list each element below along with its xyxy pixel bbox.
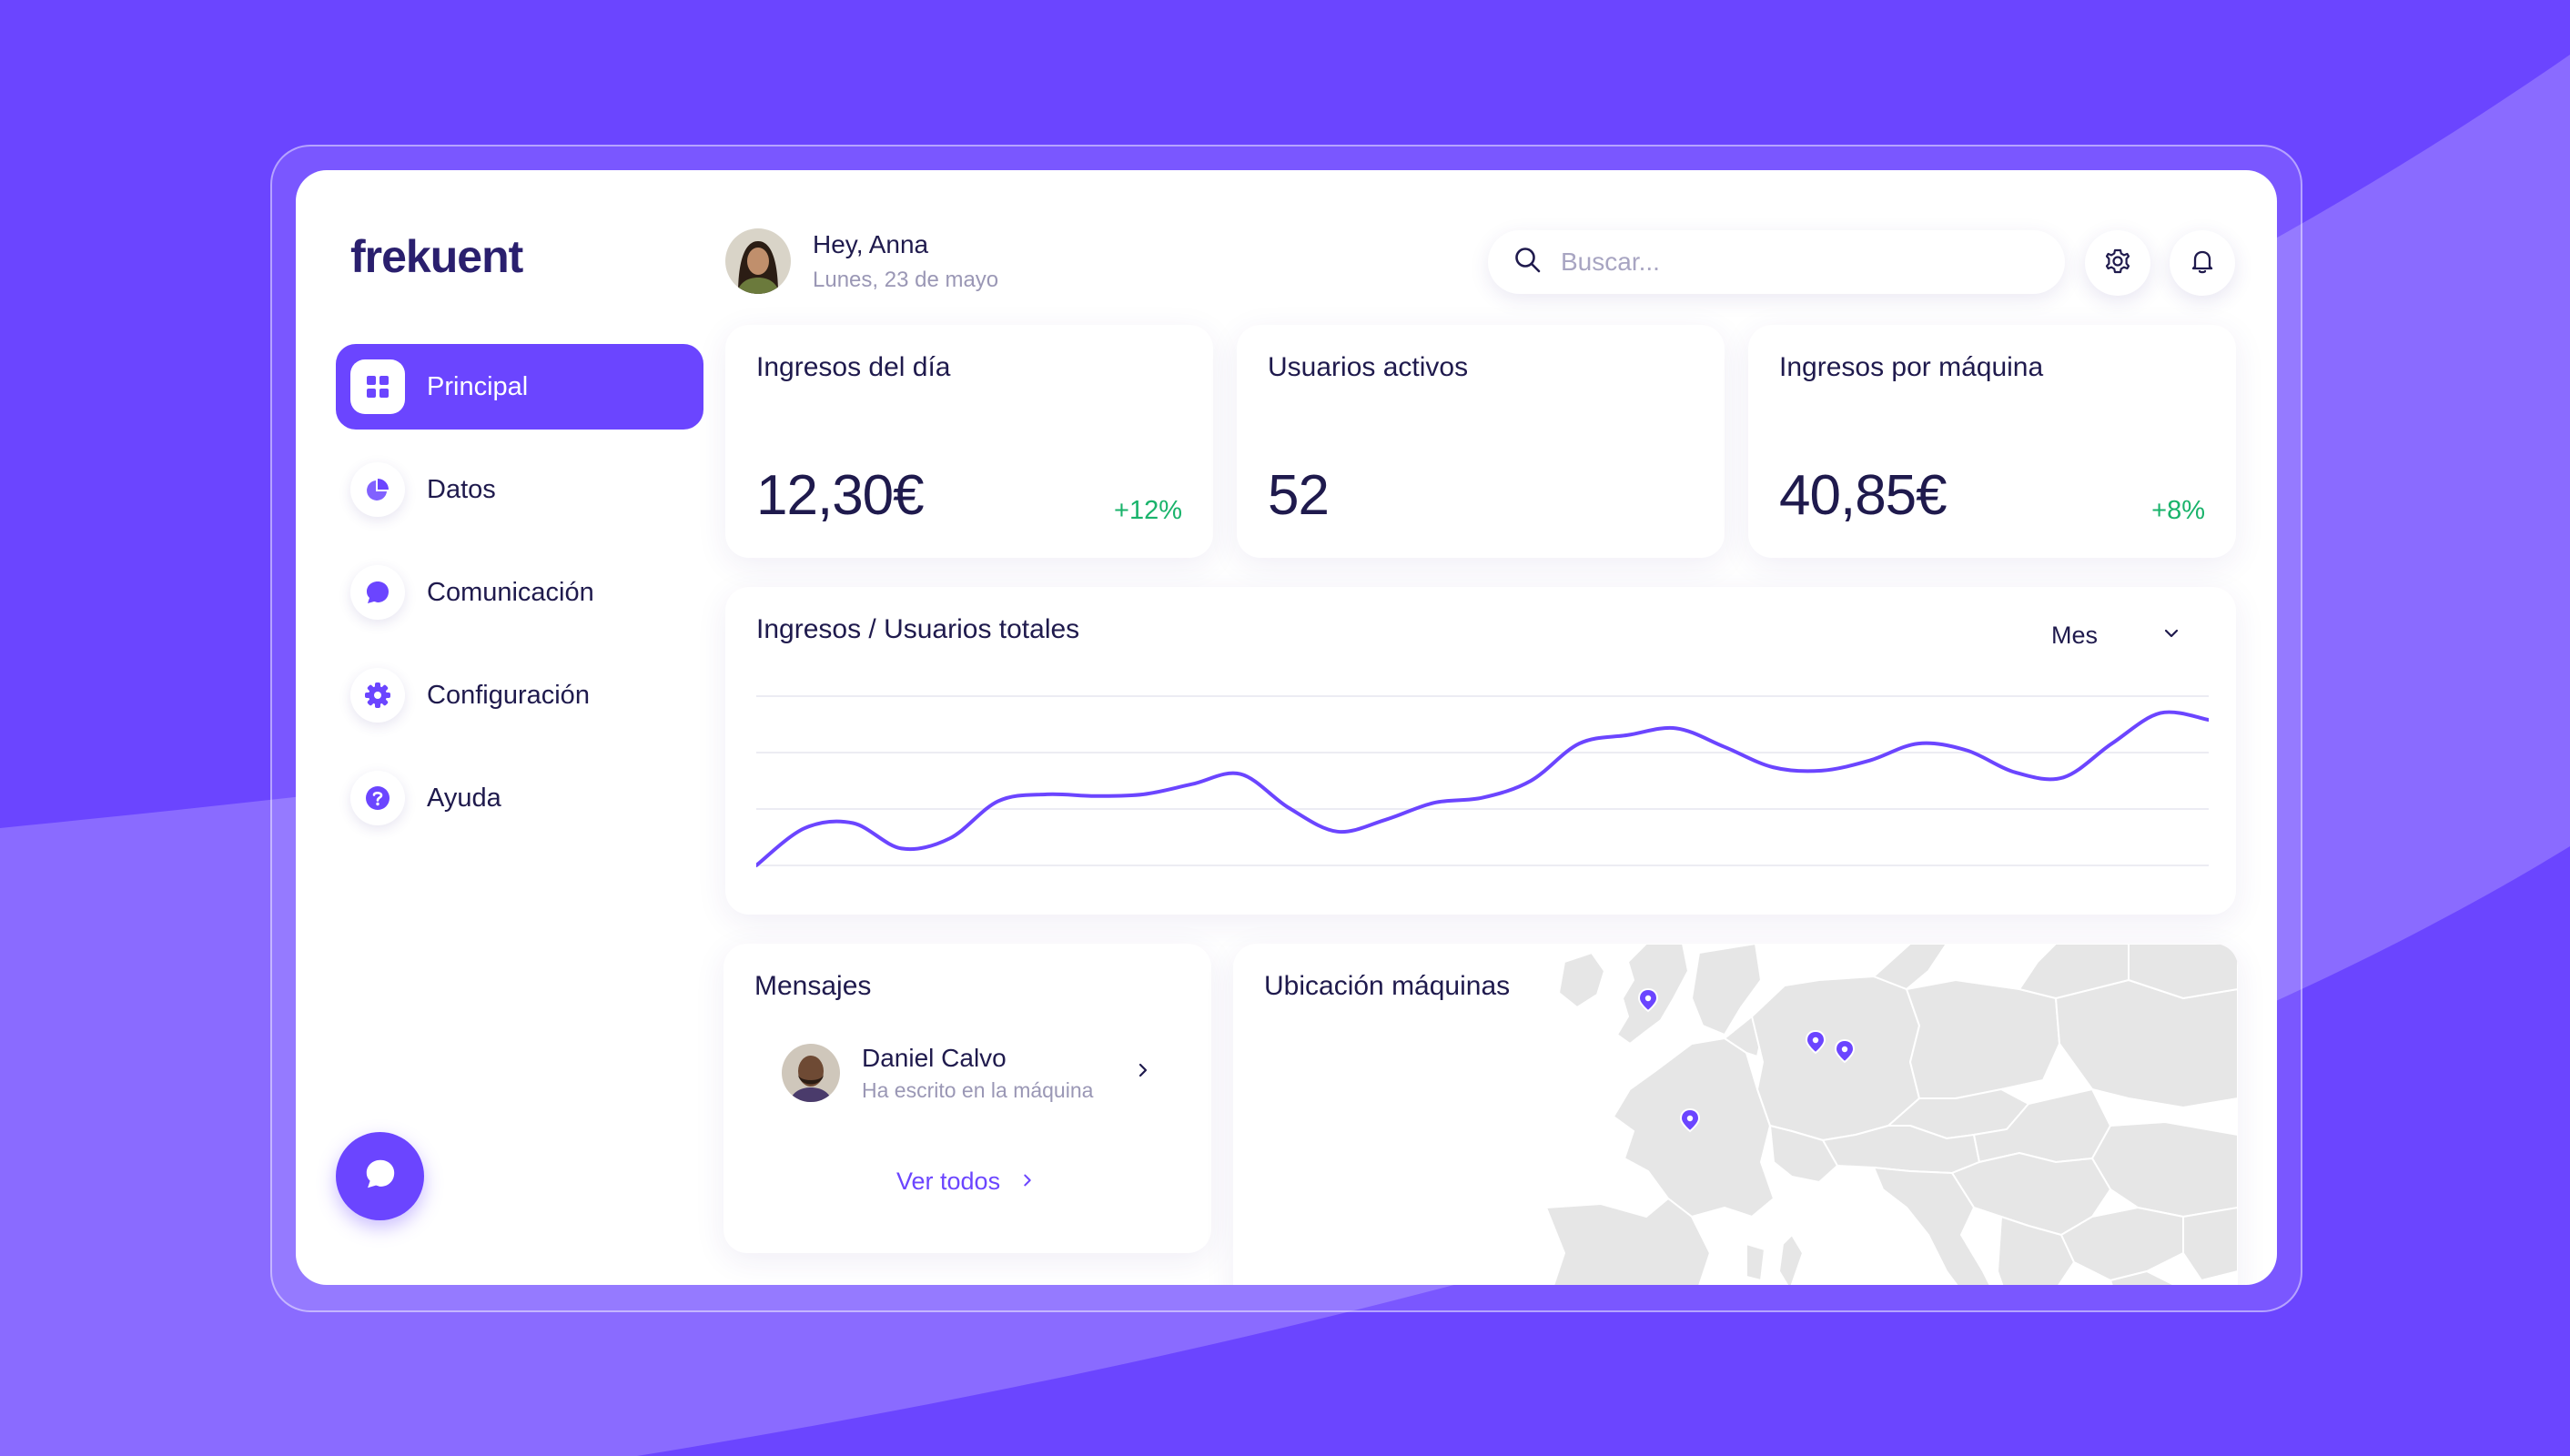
kpi-delta: +12% (1114, 496, 1182, 525)
greeting: Hey, Anna (813, 230, 929, 258)
map-pin-icon (1637, 987, 1659, 1013)
chat-bubble-icon (350, 565, 405, 620)
sidebar-item-configuracion[interactable]: Configuración (336, 652, 703, 738)
sidebar-item-label: Comunicación (427, 577, 594, 607)
gear-icon (350, 668, 405, 723)
sidebar-item-datos[interactable]: Datos (336, 447, 703, 532)
messages-title: Mensajes (754, 971, 872, 1001)
chat-bubble-icon (363, 1157, 398, 1196)
machines-map-card: Ubicación máquinas (1233, 944, 2238, 1285)
map-title: Ubicación máquinas (1264, 971, 1511, 1001)
sidebar-item-label: Ayuda (427, 783, 501, 813)
search-icon (1513, 246, 1543, 279)
avatar (782, 1044, 840, 1102)
kpi-card-active-users: Usuarios activos 52 (1237, 325, 1725, 558)
kpi-card-daily-revenue: Ingresos del día 12,30€ +12% (725, 325, 1213, 558)
sidebar-item-label: Configuración (427, 680, 590, 710)
help-icon (350, 771, 405, 825)
gear-icon (2103, 247, 2132, 280)
revenue-users-chart-card: Ingresos / Usuarios totales Mes (725, 587, 2236, 915)
map-pin-icon (1834, 1038, 1856, 1064)
search-input[interactable] (1561, 248, 2034, 277)
kpi-title: Usuarios activos (1268, 352, 1469, 382)
settings-button[interactable] (2085, 230, 2150, 296)
messages-card: Mensajes Daniel Calvo Ha escrito en la m… (723, 944, 1211, 1253)
brand-logo[interactable]: frekuent (350, 231, 523, 282)
see-all-link[interactable]: Ver todos (896, 1168, 1037, 1196)
chat-button[interactable] (336, 1132, 424, 1220)
chevron-down-icon (2161, 622, 2181, 650)
grid-icon (350, 359, 405, 414)
chevron-right-icon (1018, 1168, 1037, 1196)
map-pin-icon (1679, 1107, 1701, 1133)
sidebar-item-comunicacion[interactable]: Comunicación (336, 550, 703, 635)
chevron-right-icon (1133, 1060, 1153, 1085)
see-all-label: Ver todos (896, 1168, 1001, 1195)
message-preview: Ha escrito en la máquina (862, 1078, 1094, 1102)
map-markers (1637, 987, 1856, 1133)
dashboard-window: frekuent Principal Datos Comunicación Co… (296, 170, 2277, 1285)
bell-icon (2188, 247, 2217, 280)
user-avatar[interactable] (725, 228, 791, 294)
sidebar-item-label: Principal (427, 371, 529, 401)
kpi-card-revenue-per-machine: Ingresos por máquina 40,85€ +8% (1748, 325, 2236, 558)
map-pin-icon (1805, 1029, 1826, 1055)
europe-map[interactable] (1546, 944, 2238, 1285)
period-dropdown[interactable]: Mes (2051, 622, 2181, 650)
current-date: Lunes, 23 de mayo (813, 268, 999, 292)
chart-title: Ingresos / Usuarios totales (756, 614, 1080, 644)
sidebar-nav: Principal Datos Comunicación Configuraci… (336, 344, 703, 858)
search-bar[interactable] (1488, 230, 2065, 294)
chart-series-line (756, 710, 2209, 867)
line-chart (756, 695, 2209, 867)
kpi-value: 52 (1268, 464, 1330, 527)
kpi-value: 12,30€ (756, 464, 925, 527)
message-sender: Daniel Calvo (862, 1044, 1007, 1072)
notifications-button[interactable] (2170, 230, 2235, 296)
period-value: Mes (2050, 622, 2098, 649)
sidebar-item-principal[interactable]: Principal (336, 344, 703, 430)
sidebar-item-ayuda[interactable]: Ayuda (336, 755, 703, 841)
sidebar-item-label: Datos (427, 474, 496, 504)
kpi-delta: +8% (2151, 496, 2205, 525)
kpi-title: Ingresos por máquina (1779, 352, 2044, 382)
kpi-title: Ingresos del día (756, 352, 951, 382)
kpi-value: 40,85€ (1779, 464, 1948, 527)
pie-chart-icon (350, 462, 405, 517)
